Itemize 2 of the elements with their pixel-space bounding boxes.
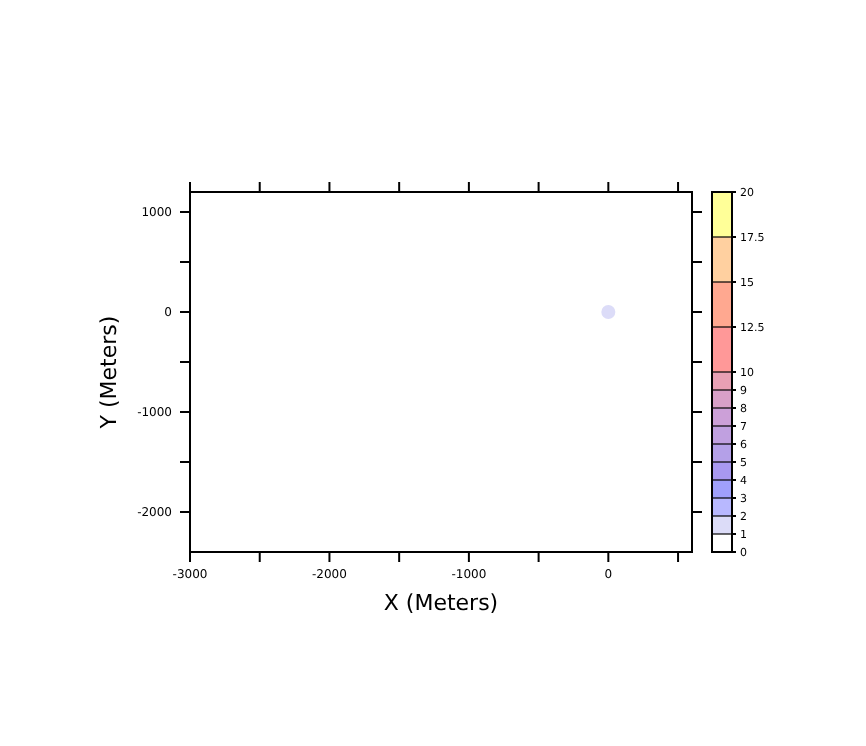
x-axis-title: X (Meters) <box>383 590 499 616</box>
y-axis-title: Y (Meters) <box>96 315 122 431</box>
